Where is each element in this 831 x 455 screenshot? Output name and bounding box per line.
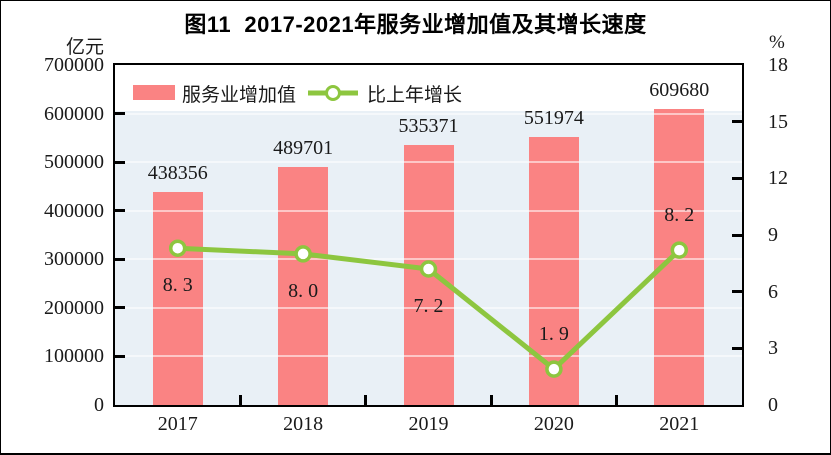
- left-axis-label: 0: [94, 394, 104, 416]
- left-axis-tick: [115, 112, 125, 116]
- x-axis-label-2017: 2017: [157, 413, 198, 435]
- left-axis-label: 400000: [44, 199, 104, 222]
- bar-value-label: 489701: [273, 137, 334, 160]
- growth-line: [168, 239, 689, 378]
- left-axis-label: 200000: [44, 296, 104, 319]
- x-axis-tick: [489, 395, 493, 405]
- x-axis-tick: [364, 395, 368, 405]
- grid-line: [115, 112, 742, 115]
- grid-line: [115, 209, 742, 212]
- x-axis-label-2020: 2020: [533, 413, 574, 435]
- growth-point-marker-icon: [168, 239, 187, 257]
- x-axis-label-2021: 2021: [659, 413, 700, 435]
- legend-line-marker-icon: [308, 85, 358, 101]
- left-axis-tick: [115, 306, 125, 310]
- plot-area: 服务业增加值 比上年增长 438356 489701 535371 551974 609…: [113, 63, 744, 407]
- left-axis-tick: [115, 257, 125, 261]
- growth-point-marker-icon: [545, 360, 563, 378]
- legend: 服务业增加值 比上年增长: [115, 65, 742, 111]
- growth-point-label: 1. 9: [538, 323, 569, 346]
- growth-point-marker-icon: [419, 260, 438, 278]
- bar-value-label: 609680: [649, 78, 710, 101]
- bar-value-label: 438356: [147, 162, 208, 185]
- bar-2017: [152, 192, 203, 405]
- right-axis-label: 18: [768, 54, 788, 76]
- growth-point-label: 7. 2: [413, 295, 444, 317]
- right-axis-label: 3: [768, 337, 778, 360]
- x-axis-label-2018: 2018: [283, 413, 324, 435]
- growth-point-marker-icon: [670, 241, 689, 259]
- right-axis-tick: [732, 233, 742, 237]
- growth-point-label: 8. 2: [664, 204, 695, 227]
- x-axis-label-2019: 2019: [408, 413, 449, 435]
- x-axis-tick: [238, 395, 242, 405]
- right-axis-label: 6: [768, 280, 778, 303]
- left-axis-tick: [115, 209, 125, 213]
- grid-line: [115, 306, 742, 309]
- right-axis-tick: [732, 176, 742, 180]
- bar-2018: [278, 167, 329, 405]
- right-axis-tick: [732, 290, 742, 294]
- right-axis-label: 12: [768, 167, 788, 190]
- right-axis-label: 9: [768, 224, 778, 246]
- growth-point-label: 8. 3: [162, 274, 193, 297]
- left-axis-label: 500000: [44, 151, 104, 174]
- left-axis-label: 300000: [44, 248, 104, 271]
- x-axis-tick: [615, 395, 619, 405]
- left-axis-unit: 亿元: [65, 37, 104, 58]
- left-axis-label: 600000: [44, 102, 104, 125]
- right-axis-tick: [732, 120, 742, 124]
- left-axis-tick: [115, 160, 125, 164]
- bar-value-label: 535371: [398, 114, 459, 137]
- grid-line: [115, 258, 742, 261]
- legend-background: [115, 65, 742, 111]
- legend-line-label: 比上年增长: [367, 85, 463, 106]
- growth-point-label: 8. 0: [288, 279, 319, 302]
- right-axis-label: 15: [768, 110, 788, 133]
- legend-bar-label: 服务业增加值: [182, 85, 297, 106]
- right-axis-tick: [732, 346, 742, 350]
- left-axis-label: 100000: [44, 345, 104, 368]
- legend-bar-swatch: [133, 85, 175, 100]
- right-axis-label: 0: [768, 394, 778, 416]
- grid-line: [115, 355, 742, 358]
- left-axis-label: 700000: [44, 54, 104, 76]
- right-axis-unit: %: [769, 32, 785, 53]
- bar-value-label: 551974: [523, 106, 584, 129]
- grid-line: [115, 161, 742, 164]
- chart-title: 图11 2017-2021年服务业增加值及其增长速度: [184, 12, 647, 37]
- plot-content: 服务业增加值 比上年增长 438356 489701 535371 551974 609…: [115, 65, 742, 405]
- growth-point-marker-icon: [294, 245, 312, 263]
- left-axis-tick: [115, 354, 125, 358]
- bar-2020: [528, 136, 579, 405]
